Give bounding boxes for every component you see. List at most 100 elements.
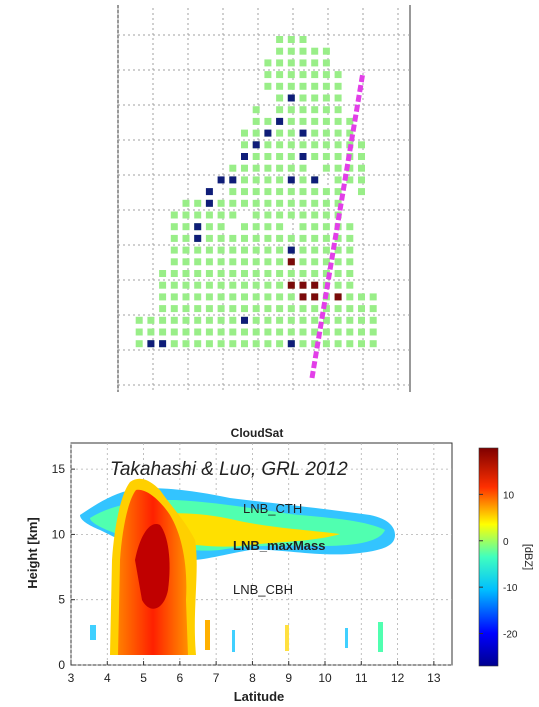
cell-green xyxy=(170,293,178,301)
cell-green xyxy=(299,258,307,266)
cell-green xyxy=(205,211,213,219)
cell-green xyxy=(276,199,284,207)
cell-green xyxy=(229,199,237,207)
cell-green xyxy=(252,281,260,289)
cell-green xyxy=(299,328,307,336)
cell-green xyxy=(217,246,225,254)
cell-green xyxy=(264,59,272,67)
cell-maroon xyxy=(287,258,295,266)
colorbar-tick-label: 10 xyxy=(503,490,515,501)
cell-green xyxy=(276,129,284,137)
cell-green xyxy=(182,328,190,336)
cell-green xyxy=(369,305,377,313)
cell-green xyxy=(205,270,213,277)
cell-green xyxy=(252,234,260,242)
lower-panel: CloudSat Takahashi & Luo, GRL 2012 LNB_C… xyxy=(25,426,534,704)
cell-green xyxy=(334,141,342,149)
cell-green xyxy=(264,316,272,324)
cell-green xyxy=(264,141,272,149)
cell-green xyxy=(217,223,225,231)
cell-green xyxy=(287,188,295,196)
cell-green xyxy=(287,117,295,125)
colorbar-label: [dBZ] xyxy=(522,544,534,570)
cell-green xyxy=(299,141,307,149)
cell-green xyxy=(264,71,272,79)
cell-green xyxy=(322,199,330,207)
cell-navy xyxy=(194,234,202,242)
cell-green xyxy=(322,316,330,324)
cell-navy xyxy=(299,129,307,137)
cell-green xyxy=(322,106,330,114)
cell-green xyxy=(241,305,248,313)
cell-green xyxy=(322,211,330,219)
cell-green xyxy=(135,316,143,324)
y-tick-label: 10 xyxy=(52,527,66,541)
cell-green xyxy=(346,316,354,324)
cell-green xyxy=(170,328,178,336)
cell-green xyxy=(217,340,225,348)
cell-green xyxy=(264,153,272,160)
cell-green xyxy=(217,258,225,266)
cell-green xyxy=(241,340,248,348)
cell-green xyxy=(346,176,354,184)
cell-green xyxy=(159,281,167,289)
cell-green xyxy=(311,59,319,67)
cell-green xyxy=(322,258,330,266)
cell-green xyxy=(276,234,284,242)
cell-green xyxy=(159,293,167,301)
x-tick-label: 4 xyxy=(104,671,111,685)
cell-green xyxy=(311,106,319,114)
cell-green xyxy=(182,211,190,219)
precip-streak xyxy=(378,622,383,652)
x-tick-label: 3 xyxy=(68,671,75,685)
cell-green xyxy=(241,246,248,254)
cell-green xyxy=(299,176,307,184)
cell-green xyxy=(252,328,260,336)
cell-green xyxy=(252,340,260,348)
cell-green xyxy=(346,223,354,231)
cell-green xyxy=(346,305,354,313)
cell-green xyxy=(276,270,284,277)
cell-green xyxy=(358,316,365,324)
cell-green xyxy=(276,305,284,313)
cell-green xyxy=(346,258,354,266)
precip-streak xyxy=(285,625,289,651)
cell-green xyxy=(182,270,190,277)
cell-green xyxy=(252,164,260,172)
cell-green xyxy=(299,36,307,43)
x-tick-label: 13 xyxy=(427,671,441,685)
cell-green xyxy=(217,199,225,207)
y-axis-label: Height [km] xyxy=(25,517,40,589)
cell-green xyxy=(299,47,307,55)
cell-navy xyxy=(147,340,155,348)
cell-navy xyxy=(159,340,167,348)
cell-green xyxy=(299,106,307,114)
precip-streak xyxy=(205,620,210,650)
cell-green xyxy=(194,199,202,207)
cell-navy xyxy=(287,176,295,184)
cell-green xyxy=(276,94,284,102)
precip-streak xyxy=(345,628,348,648)
cell-navy xyxy=(205,199,213,207)
cell-green xyxy=(322,153,330,160)
cell-green xyxy=(264,188,272,196)
cell-green xyxy=(170,316,178,324)
cell-green xyxy=(322,129,330,137)
cell-green xyxy=(135,328,143,336)
cell-green xyxy=(276,141,284,149)
cell-green xyxy=(334,129,342,137)
cell-green xyxy=(182,223,190,231)
cell-green xyxy=(252,176,260,184)
cell-green xyxy=(170,258,178,266)
cell-green xyxy=(276,281,284,289)
cell-green xyxy=(322,82,330,90)
precip-streak xyxy=(232,630,235,652)
cell-green xyxy=(252,270,260,277)
cell-green xyxy=(322,270,330,277)
cell-navy xyxy=(241,316,248,324)
cell-green xyxy=(264,281,272,289)
cell-green xyxy=(287,59,295,67)
cell-green xyxy=(229,270,237,277)
cell-green xyxy=(241,199,248,207)
cell-green xyxy=(159,270,167,277)
